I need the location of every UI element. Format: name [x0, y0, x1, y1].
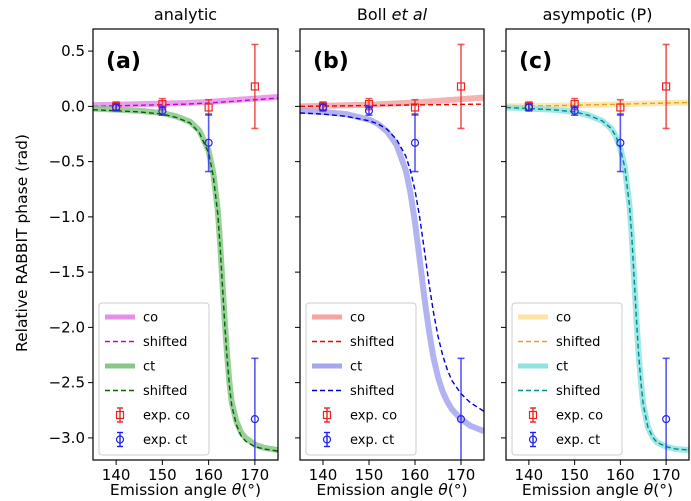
- x-tick-label: 140: [515, 466, 544, 484]
- legend-label: co: [143, 311, 158, 326]
- x-axis-title: Emission angle θ(°): [316, 481, 467, 499]
- series-line: [93, 105, 278, 454]
- data-point: [410, 103, 420, 112]
- series-line-dashed: [300, 103, 484, 108]
- series-line: [300, 94, 484, 110]
- y-tick-label: −2.5: [49, 374, 85, 392]
- panel-title-part: asympotic (P): [543, 5, 653, 24]
- series-line-dashed: [300, 112, 484, 412]
- legend-box: [98, 302, 210, 456]
- plot-area: [300, 43, 484, 460]
- legend-label: exp. co: [350, 409, 397, 424]
- legend-box: [511, 302, 623, 456]
- x-tick-label: 140: [102, 466, 131, 484]
- panels: analytic 140 150 160 170 0.5 0.0 −0.5 −1.0 −1.5 −2…: [49, 5, 690, 499]
- legend-marker: [322, 435, 332, 444]
- data-point: [616, 103, 625, 112]
- legend-label: shifted: [143, 384, 187, 399]
- panel-frame: [92, 28, 279, 461]
- x-tick-label: 160: [401, 466, 430, 484]
- x-axis-title: Emission angle θ(°): [522, 481, 673, 499]
- x-tick-label: 140: [309, 466, 338, 484]
- x-tick-label: 170: [241, 466, 270, 484]
- panel-frame: [505, 28, 690, 461]
- data-point: [662, 415, 671, 424]
- y-tick-label: −1.0: [49, 208, 85, 226]
- x-axis-title: Emission angle θ(°): [110, 481, 261, 499]
- x-tick-label: 170: [447, 466, 476, 484]
- series-line-dashed: [93, 97, 278, 108]
- panel-letter: (a): [106, 49, 141, 74]
- legend-marker: [528, 435, 538, 444]
- legend-label: co: [350, 311, 365, 326]
- panel-title: analytic: [154, 5, 217, 24]
- plot-area: [93, 43, 278, 460]
- x-tick-label: 170: [652, 466, 681, 484]
- data-point: [318, 103, 328, 112]
- data-point: [204, 103, 213, 112]
- x-tick-label: 150: [148, 466, 177, 484]
- legend-label: shifted: [556, 335, 600, 350]
- data-point: [112, 103, 121, 112]
- legend-marker: [115, 410, 125, 420]
- y-tick-label: −0.5: [49, 153, 85, 171]
- data-point: [204, 138, 213, 147]
- legend-marker: [528, 410, 538, 420]
- series-line: [93, 93, 278, 109]
- legend-label: exp. ct: [556, 433, 600, 448]
- legend-label: shifted: [143, 335, 187, 350]
- data-point: [456, 82, 466, 91]
- plot-area: [506, 43, 689, 460]
- data-point: [524, 103, 533, 112]
- data-point: [364, 106, 374, 115]
- legend-label: ct: [143, 360, 155, 375]
- y-tick-label: −2.0: [49, 318, 85, 336]
- legend-label: exp. co: [556, 409, 603, 424]
- legend-label: shifted: [556, 384, 600, 399]
- panel-letter: (b): [313, 49, 349, 74]
- data-point: [158, 106, 167, 115]
- y-axis-title: Relative RABBIT phase (rad): [13, 134, 31, 352]
- legend-label: shifted: [350, 384, 394, 399]
- y-tick-label: −3.0: [49, 429, 85, 447]
- data-point: [456, 415, 466, 424]
- legend-box: [305, 302, 417, 456]
- x-tick-label: 150: [560, 466, 589, 484]
- legend-label: exp. ct: [350, 433, 394, 448]
- panel-title-part: analytic: [154, 5, 217, 24]
- data-point: [616, 138, 625, 147]
- panel-title-part: Boll: [357, 5, 392, 24]
- data-point: [662, 82, 671, 91]
- legend-label: exp. co: [143, 409, 190, 424]
- panel-letter: (c): [519, 49, 552, 74]
- legend-label: shifted: [350, 335, 394, 350]
- data-point: [250, 82, 259, 91]
- y-tick-label: −1.5: [49, 263, 85, 281]
- data-point: [570, 106, 579, 115]
- legend-label: ct: [556, 360, 568, 375]
- legend-marker: [322, 410, 332, 420]
- data-point: [250, 415, 259, 424]
- x-tick-label: 160: [194, 466, 223, 484]
- legend-label: co: [556, 311, 571, 326]
- panel-title: asympotic (P): [543, 5, 653, 24]
- panel-a: analytic 140 150 160 170 0.5 0.0 −0.5 −1.0 −1.5 −2…: [49, 5, 279, 499]
- series-line-dashed: [506, 101, 689, 108]
- panel-title-part: et al: [392, 5, 428, 24]
- series-line-dashed: [506, 106, 689, 451]
- series-line-dashed: [93, 108, 278, 452]
- x-tick-label: 160: [606, 466, 635, 484]
- y-tick-label: 0.5: [61, 42, 85, 60]
- panel-frame: [299, 28, 485, 461]
- legend-marker: [115, 435, 125, 444]
- y-tick-label: 0.0: [61, 97, 85, 115]
- panel-title: Boll et al: [357, 5, 428, 24]
- data-point: [410, 138, 420, 147]
- x-tick-label: 150: [355, 466, 384, 484]
- legend-label: ct: [350, 360, 362, 375]
- legend-label: exp. ct: [143, 433, 187, 448]
